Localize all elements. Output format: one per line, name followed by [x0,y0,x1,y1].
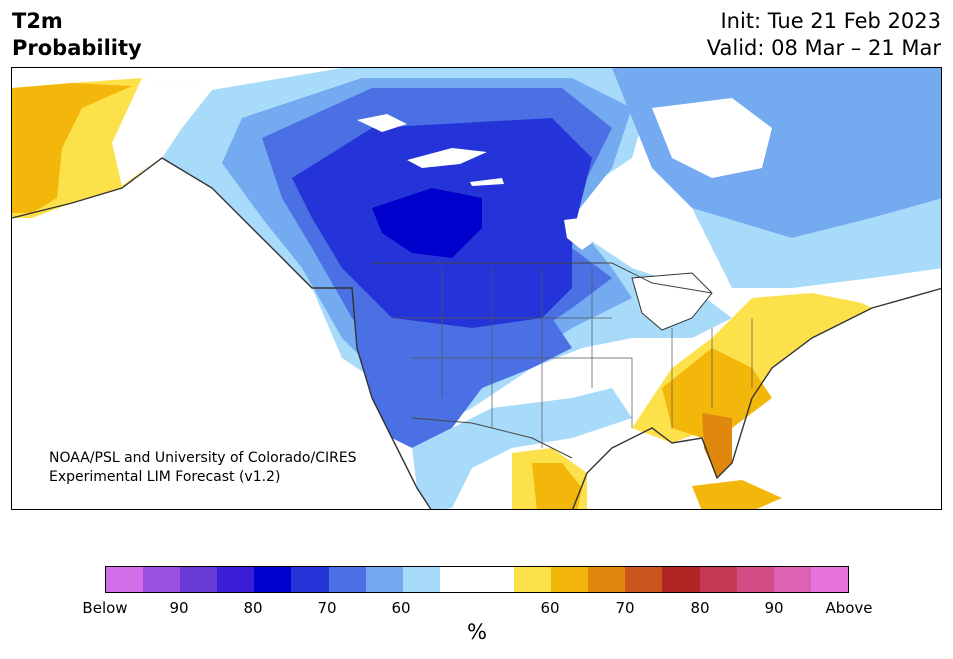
colorbar-segment [328,567,366,592]
init-date: Init: Tue 21 Feb 2023 [720,9,941,33]
colorbar-segment [402,567,440,592]
colorbar [105,566,849,593]
colorbar-segment [439,567,477,592]
colorbar-tick-label: Below [82,599,128,617]
colorbar-tick-label: 70 [317,599,337,617]
southeast-orange-region [662,348,772,438]
colorbar-segment [217,567,255,592]
lake-winnipeg [564,218,592,250]
lake-athabasca [470,178,504,186]
colorbar-tick-label: 90 [169,599,189,617]
attribution-line-2: Experimental LIM Forecast (v1.2) [49,469,281,485]
colorbar-segment [699,567,737,592]
colorbar-tick-label: 80 [243,599,263,617]
colorbar-segment [476,567,515,592]
colorbar-segment [514,567,552,592]
great-slave-lake [407,148,487,168]
florida-dorange-region [702,413,732,478]
great-bear-lake [357,114,407,132]
colorbar-segment [254,567,292,592]
colorbar-segment [810,567,848,592]
colorbar-tick-label: 80 [690,599,710,617]
map-panel [11,67,942,510]
eastcanada-lightblue-region [692,198,941,288]
colorbar-segment [773,567,811,592]
colorbar-segment [625,567,663,592]
core-navy-region [372,188,482,258]
colorbar-tick-label: 90 [764,599,784,617]
attribution-line-1: NOAA/PSL and University of Colorado/CIRE… [49,450,357,466]
us-canada-border [372,262,713,294]
valid-range: Valid: 08 Mar – 21 Mar [706,36,941,60]
colorbar-tick-label: 60 [391,599,411,617]
colorbar-segment [588,567,626,592]
great-lakes [631,272,713,331]
cuba-yellow-region [692,480,782,509]
colorbar-tick-label: 60 [540,599,560,617]
colorbar-segment [365,567,403,592]
alaska-orange-region [12,83,132,213]
coastline [12,157,941,509]
southwest-lightblue-region [412,388,632,509]
colorbar-tick-label: Above [825,599,873,617]
colorbar-unit: % [467,620,487,644]
state-lines [392,268,753,448]
title-line-1: T2m [12,9,63,33]
title-line-2: Probability [12,36,142,60]
colorbar-segment [291,567,329,592]
west-us-blue-region [352,288,572,448]
colorbar-segment [551,567,589,592]
colorbar-segment [662,567,700,592]
colorbar-tick-label: 70 [615,599,635,617]
colorbar-segment [143,567,181,592]
mexico-orange-region [532,463,582,509]
hudson-white-region [652,98,772,178]
us-mexico-border [411,417,573,459]
colorbar-segment [180,567,218,592]
attribution: NOAA/PSL and University of Colorado/CIRE… [49,449,357,487]
alaska-white-region [112,78,212,186]
probability-map [12,68,941,509]
colorbar-segment [736,567,774,592]
map-title: T2m Probability [12,8,142,62]
colorbar-segment [106,567,144,592]
forecast-dates: Init: Tue 21 Feb 2023 Valid: 08 Mar – 21… [707,8,941,62]
